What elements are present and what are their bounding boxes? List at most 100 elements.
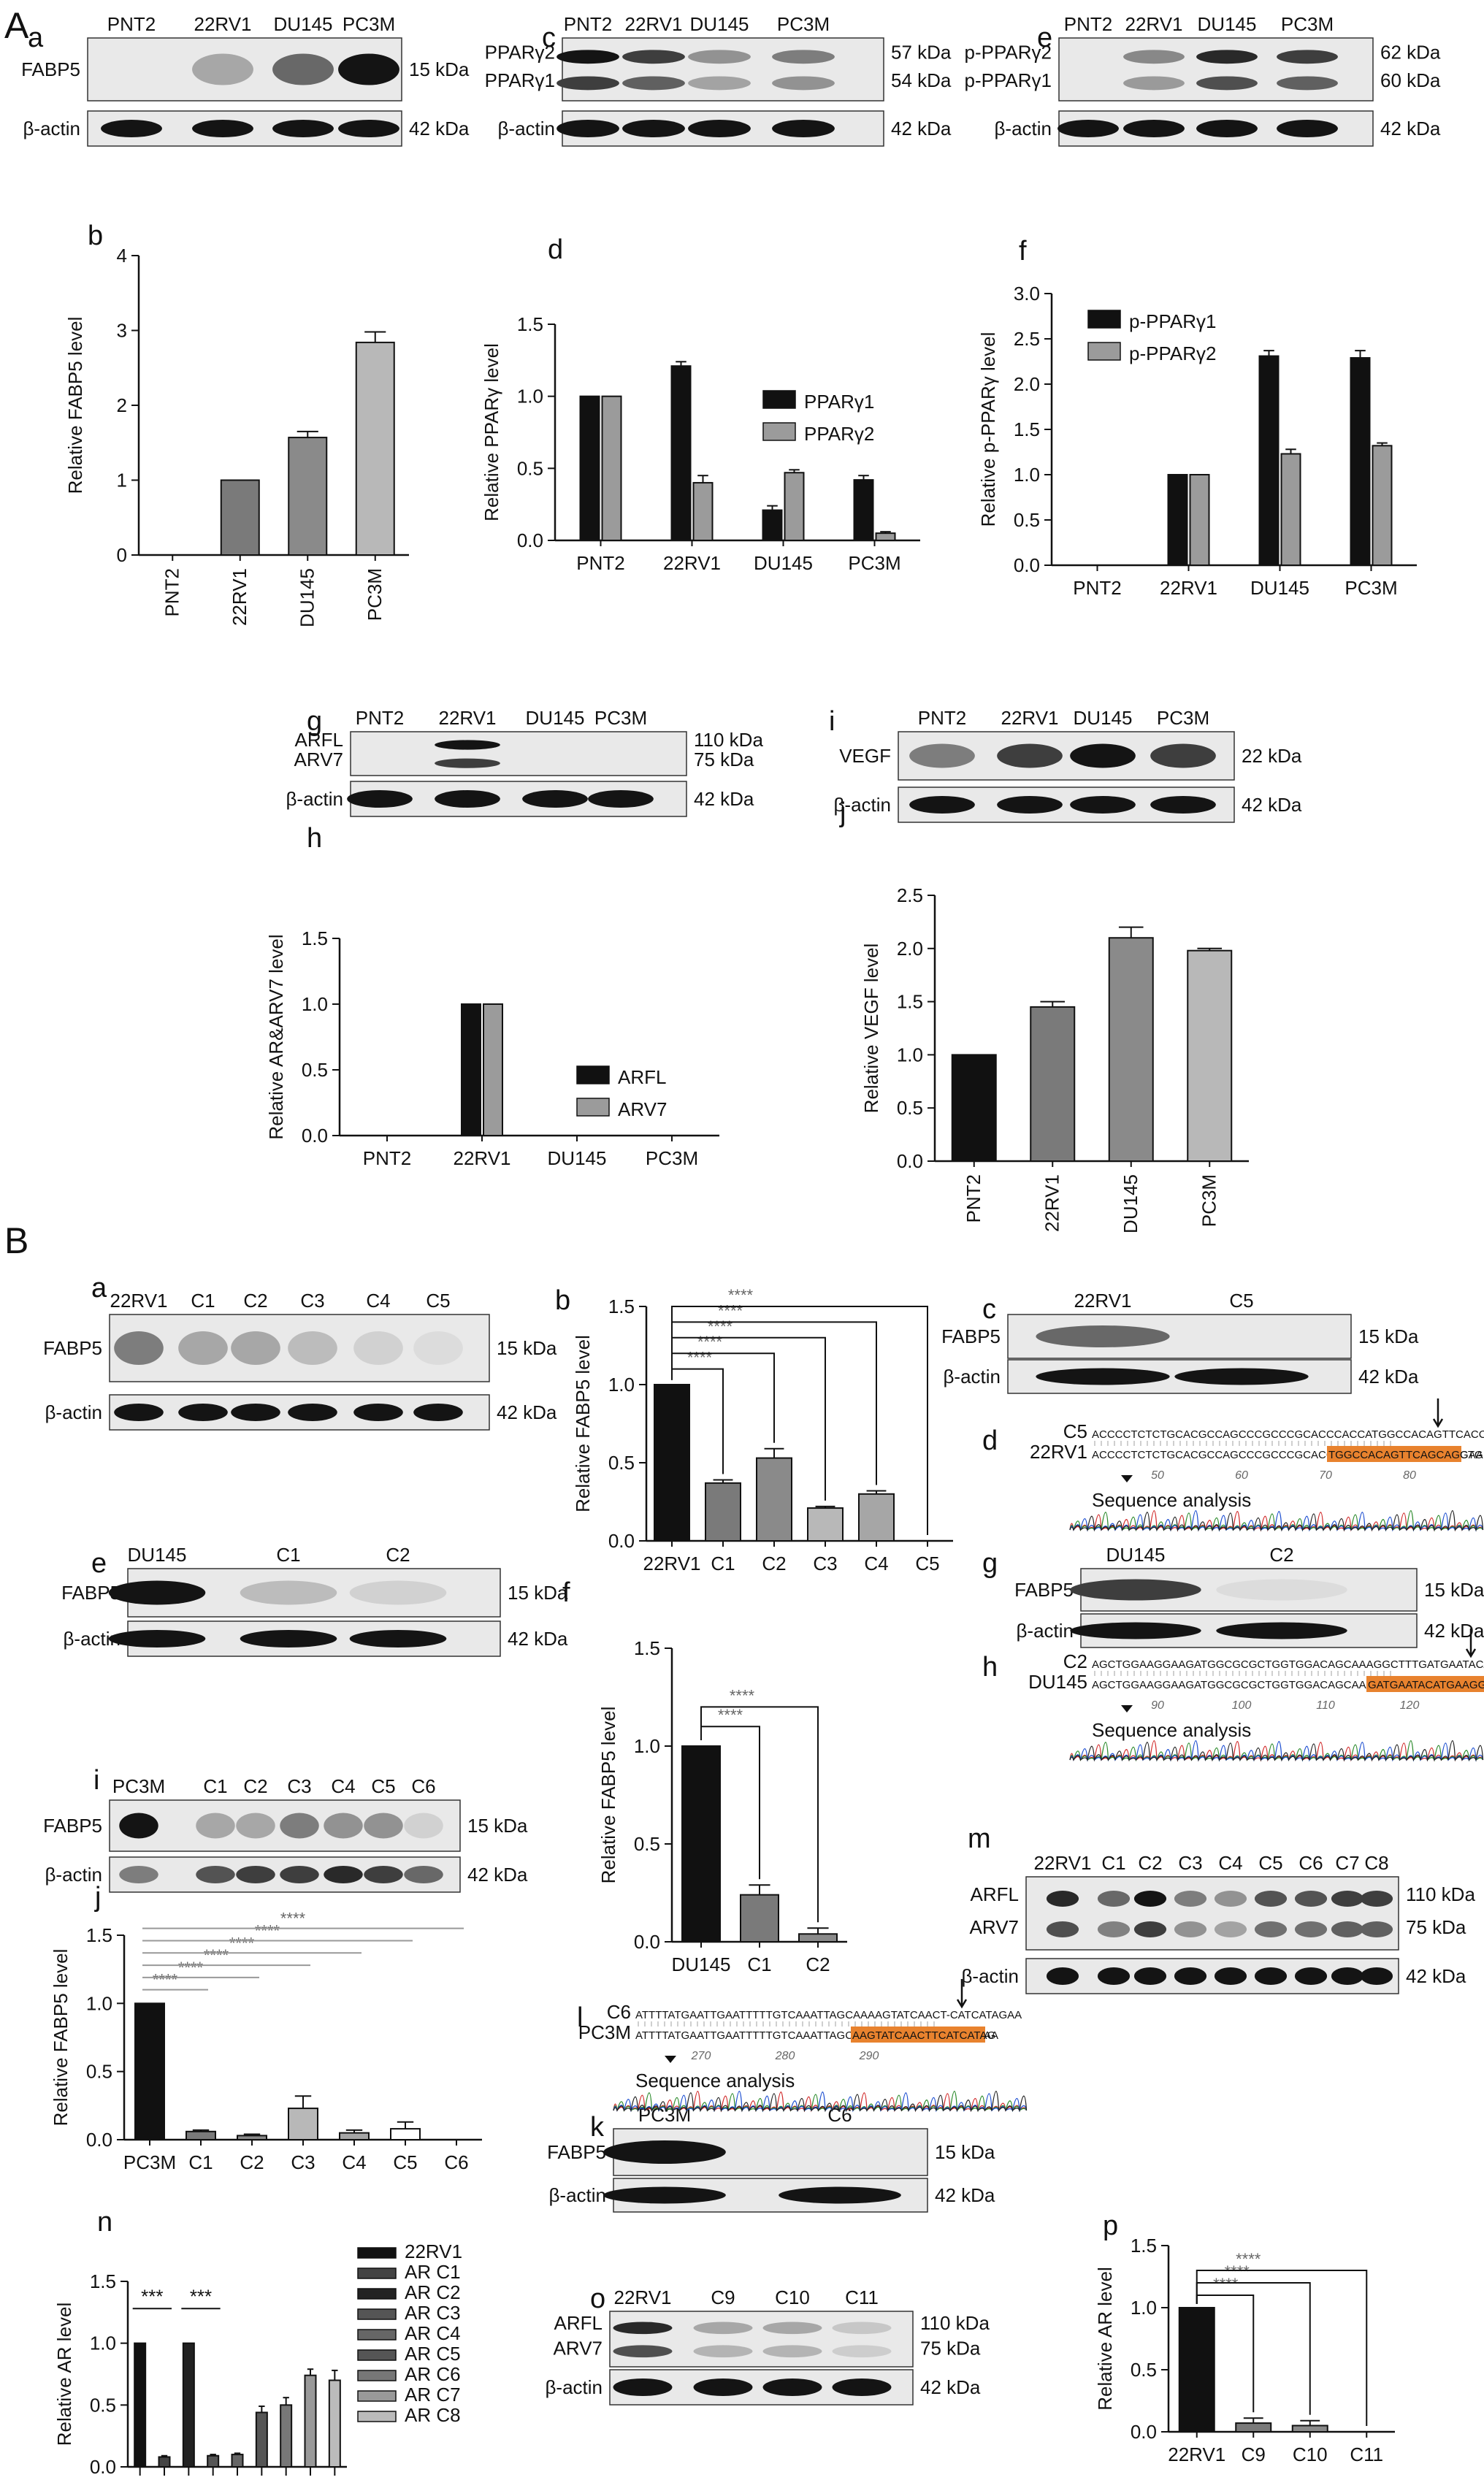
blot-band [909,796,975,814]
y-tick-label: 0.0 [86,2129,112,2151]
panel-letter: a [28,23,44,53]
legend-swatch [357,2411,397,2422]
legend-swatch [1087,310,1121,329]
bar [1189,474,1210,566]
bar [670,365,692,541]
blot-band [1097,1891,1131,1907]
row-label: FABP5 [43,1337,102,1359]
legend-label: AR C5 [405,2343,461,2365]
sequence-caption: Sequence analysis [1092,1489,1251,1511]
row-label: ARV7 [554,2337,603,2359]
bar [1350,357,1371,566]
sequence-bottom: ACCCCTCTCTGCACGCCAGCCCGCCCGCACCCACCA [1092,1449,1372,1461]
x-tick-label: PC3M [123,2151,176,2173]
chromatogram-tick: 80 [1403,1469,1416,1482]
bar [784,472,805,542]
lane-label: C1 [203,1775,227,1797]
legend-swatch [762,390,796,409]
blot-band [108,1630,206,1647]
lane-label: C2 [243,1775,267,1797]
y-axis-label: Relative PPARγ level [481,343,502,521]
row-label: β-actin [545,2376,603,2398]
bar [207,2454,220,2468]
blot-band [688,120,751,137]
y-axis-label: Relative VEGF level [860,944,882,1114]
blot-band [108,1580,206,1605]
x-tick-label: C1 [747,1953,771,1975]
row-label: β-actin [943,1366,1001,1388]
blot-band [353,1331,403,1365]
blot-band [1214,1967,1247,1985]
blot-band [1070,1579,1201,1601]
blot-band [832,2345,892,2358]
blot-band [1174,1967,1207,1985]
blot-band [693,2345,753,2358]
blot-band [353,1404,403,1421]
bar [255,2411,268,2468]
row-label: PPARγ2 [485,41,555,63]
kda-label: 75 kDa [1406,1916,1466,1938]
chromatogram-tick: 100 [1232,1699,1252,1712]
row-label: β-actin [497,118,555,139]
x-tick-label: PNT2 [576,552,624,574]
blot-band [240,1630,337,1647]
western-blot-13: o 22RV1 C9 C10 C11 ARFL ARV7 110 kDa 75 kDa β-act… [545,2284,990,2406]
sequence-bottom: ATTTTATGAATTGAATTTTTGTCAAATTAGCAA [635,2029,868,2042]
kda-label: 42 kDa [1406,1965,1466,1987]
x-tick-label: C5 [915,1553,939,1574]
panel-letter: n [97,2207,112,2238]
bar [288,2108,318,2140]
blot-band [1046,1891,1079,1907]
y-tick-label: 1.5 [90,2270,116,2292]
blot-band [1294,1921,1328,1937]
y-tick-label: 0.5 [634,1833,660,1855]
legend-label: AR C6 [405,2363,461,2385]
blot-band [192,120,253,137]
row-label: VEGF [839,745,891,767]
x-tick-label: C4 [342,2151,366,2173]
bar-chart-A-d: d 0.0 0.5 1.0 1.5 Relative PPARγ level PNT2 22R… [481,234,920,574]
blot-band [1097,1921,1131,1937]
bar [951,1054,997,1163]
blot-band [832,2378,892,2396]
blot-band [1097,1967,1131,1985]
blot-band [1196,120,1258,137]
lane-label: DU145 [274,13,333,35]
bar [762,509,783,541]
panel-letter: e [91,1548,107,1579]
lane-label: PNT2 [1064,13,1112,35]
blot-band [1046,1921,1079,1937]
y-tick-label: 2.0 [897,938,923,960]
bar [1178,2307,1215,2433]
kda-label: 42 kDa [1380,118,1441,139]
sequence-name: C6 [607,2001,631,2023]
sequence-highlight [1327,1446,1461,1462]
bar [853,479,874,541]
panel-letter: h [982,1652,998,1683]
panel-letter: e [1037,23,1052,53]
bar [681,1745,721,1943]
blot-band [178,1331,228,1365]
x-tick-label: 22RV1 [453,1147,510,1169]
blot-band [613,2345,673,2358]
y-tick-label: 1.0 [90,2332,116,2354]
panel-letter: a [91,1273,107,1304]
y-tick-label: 0 [117,544,127,566]
lane-label: 22RV1 [1125,13,1182,35]
y-tick-label: 2 [117,394,127,416]
x-tick-label: C4 [864,1553,888,1574]
y-axis-label: Relative FABP5 level [572,1335,594,1512]
western-blot-10: i PC3M C1 C2 C3 C4 C5 C6 FABP5 15 kDa β-actin 42 kD… [43,1765,528,1893]
x-tick-label: DU145 [754,552,813,574]
blot-band [603,2140,726,2164]
x-tick-label: C5 [393,2151,417,2173]
legend-label: AR C3 [405,2302,461,2324]
blot-band [1360,1921,1393,1937]
legend-label: p-PPARγ1 [1129,310,1216,332]
blot-band [997,743,1063,768]
kda-label: 57 kDa [891,41,952,63]
row-label: β-actin [1016,1620,1074,1642]
x-tick-label: 22RV1 [1041,1174,1063,1232]
blot-band [280,1813,319,1839]
legend-swatch [357,2349,397,2361]
